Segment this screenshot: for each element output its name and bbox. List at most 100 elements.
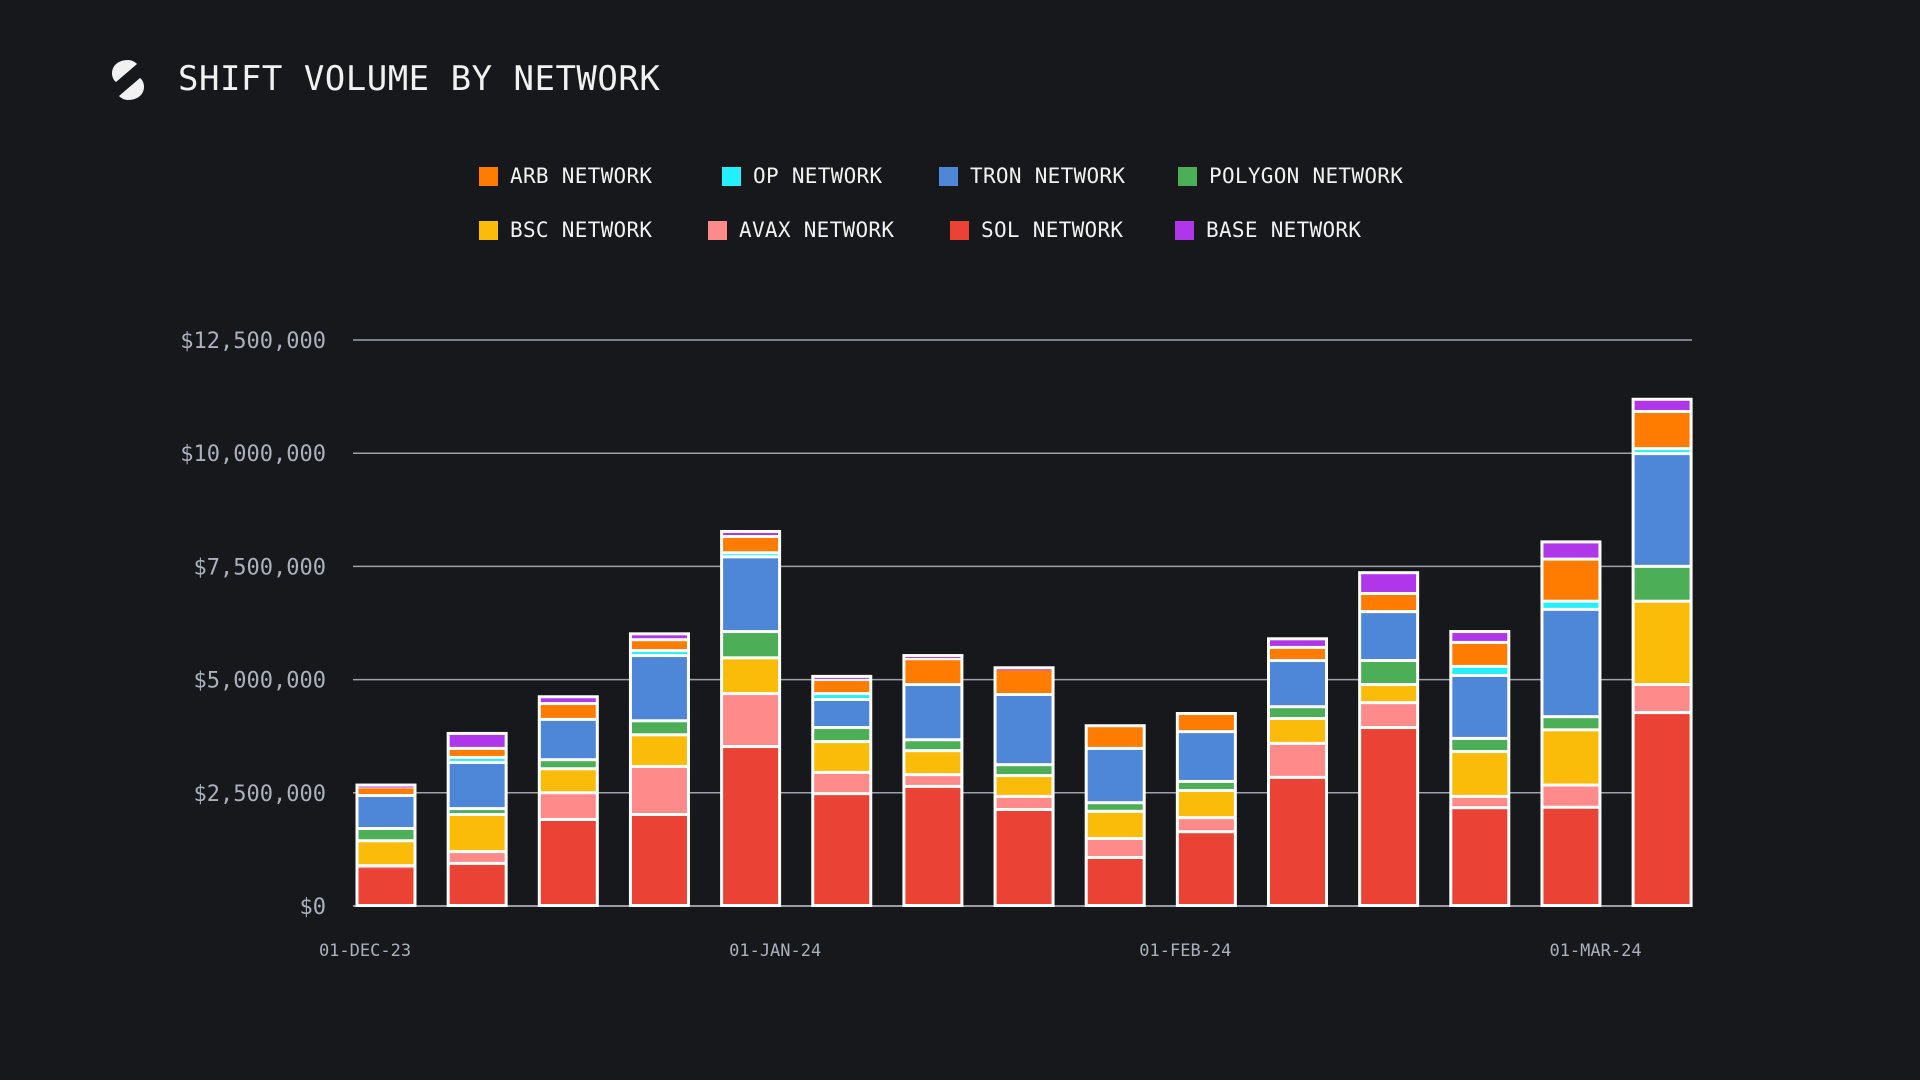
bar-segment-polygon[interactable]: [1270, 708, 1325, 717]
bar-segment-avax[interactable]: [449, 853, 505, 862]
bar-segment-arb[interactable]: [358, 788, 414, 794]
bar-stack[interactable]: [1175, 712, 1237, 907]
bar-stack[interactable]: [355, 783, 417, 907]
bar-segment-avax[interactable]: [1634, 686, 1690, 712]
bar-stack[interactable]: [1358, 571, 1420, 907]
bar-stack[interactable]: [1084, 724, 1146, 907]
bar-segment-op[interactable]: [631, 652, 687, 655]
bar-segment-base[interactable]: [1452, 633, 1508, 641]
bar-segment-avax[interactable]: [905, 776, 961, 785]
bar-segment-arb[interactable]: [1634, 412, 1690, 448]
bar-segment-avax[interactable]: [540, 794, 596, 818]
bar-segment-base[interactable]: [540, 698, 596, 703]
bar-segment-polygon[interactable]: [631, 722, 687, 734]
bar-segment-polygon[interactable]: [1452, 739, 1508, 751]
bar-segment-base[interactable]: [905, 657, 961, 659]
bar-segment-avax[interactable]: [1361, 704, 1417, 727]
bar-segment-avax[interactable]: [631, 767, 687, 813]
bar-stack[interactable]: [1540, 540, 1602, 907]
bar-segment-bsc[interactable]: [1634, 602, 1690, 684]
bar-segment-avax[interactable]: [814, 773, 870, 793]
bar-segment-polygon[interactable]: [358, 830, 414, 840]
bar-segment-sol[interactable]: [1361, 729, 1417, 904]
bar-segment-polygon[interactable]: [1178, 782, 1234, 789]
bar-segment-tron[interactable]: [996, 695, 1052, 764]
bar-segment-sol[interactable]: [905, 787, 961, 904]
bar-segment-polygon[interactable]: [814, 729, 870, 741]
legend-item-arb[interactable]: ARB NETWORK: [479, 164, 652, 188]
bar-segment-bsc[interactable]: [996, 777, 1052, 795]
bar-stack[interactable]: [446, 731, 508, 907]
bar-segment-sol[interactable]: [540, 820, 596, 904]
bar-segment-tron[interactable]: [631, 657, 687, 720]
bar-segment-bsc[interactable]: [1543, 731, 1599, 784]
bar-segment-op[interactable]: [814, 695, 870, 698]
bar-segment-bsc[interactable]: [905, 752, 961, 774]
bar-segment-polygon[interactable]: [1634, 567, 1690, 600]
bar-segment-arb[interactable]: [996, 670, 1052, 693]
bar-stack[interactable]: [1267, 637, 1328, 907]
bar-stack[interactable]: [811, 674, 873, 907]
bar-segment-base[interactable]: [996, 669, 1052, 671]
bar-segment-bsc[interactable]: [723, 659, 779, 693]
bar-segment-sol[interactable]: [996, 811, 1052, 904]
bar-segment-tron[interactable]: [449, 763, 505, 808]
bar-segment-bsc[interactable]: [1087, 812, 1143, 837]
bar-segment-sol[interactable]: [1087, 859, 1143, 904]
bar-segment-arb[interactable]: [631, 641, 687, 650]
bar-segment-tron[interactable]: [814, 700, 870, 727]
bar-segment-tron[interactable]: [1543, 610, 1599, 716]
bar-segment-polygon[interactable]: [1087, 804, 1143, 810]
bar-segment-polygon[interactable]: [723, 633, 779, 657]
bar-segment-bsc[interactable]: [1361, 686, 1417, 702]
bar-segment-polygon[interactable]: [1543, 718, 1599, 729]
bar-segment-arb[interactable]: [540, 705, 596, 718]
bar-segment-arb[interactable]: [723, 537, 779, 552]
bar-segment-tron[interactable]: [1361, 613, 1417, 660]
bar-stack[interactable]: [993, 666, 1055, 907]
bar-segment-arb[interactable]: [905, 660, 961, 684]
bar-segment-arb[interactable]: [449, 749, 505, 756]
bar-segment-sol[interactable]: [1270, 778, 1325, 904]
legend-item-op[interactable]: OP NETWORK: [722, 164, 882, 188]
legend-item-base[interactable]: BASE NETWORK: [1175, 218, 1361, 242]
bar-segment-base[interactable]: [358, 786, 414, 788]
bar-segment-sol[interactable]: [723, 748, 779, 904]
bar-segment-op[interactable]: [449, 758, 505, 761]
bar-stack[interactable]: [628, 632, 690, 907]
bar-segment-arb[interactable]: [1543, 560, 1599, 600]
bar-segment-bsc[interactable]: [814, 743, 870, 771]
bar-segment-bsc[interactable]: [358, 842, 414, 865]
bar-segment-bsc[interactable]: [1270, 719, 1325, 742]
legend-item-avax[interactable]: AVAX NETWORK: [708, 218, 894, 242]
bar-segment-sol[interactable]: [1452, 809, 1508, 904]
bar-segment-bsc[interactable]: [631, 736, 687, 765]
bar-segment-arb[interactable]: [1178, 715, 1234, 731]
bar-segment-arb[interactable]: [814, 681, 870, 693]
bar-segment-arb[interactable]: [1452, 643, 1508, 665]
bar-segment-sol[interactable]: [1543, 808, 1599, 904]
bar-segment-sol[interactable]: [449, 864, 505, 904]
bar-segment-avax[interactable]: [1543, 786, 1599, 806]
bar-stack[interactable]: [902, 654, 964, 907]
bar-segment-op[interactable]: [1452, 667, 1508, 674]
bar-segment-tron[interactable]: [723, 558, 779, 631]
bar-segment-base[interactable]: [449, 734, 505, 747]
bar-segment-op[interactable]: [1634, 450, 1690, 453]
bar-segment-avax[interactable]: [358, 867, 414, 869]
bar-stack[interactable]: [720, 529, 782, 907]
bar-segment-op[interactable]: [723, 554, 779, 556]
bar-segment-bsc[interactable]: [540, 770, 596, 792]
bar-stack[interactable]: [537, 695, 599, 907]
bar-segment-polygon[interactable]: [1361, 662, 1417, 684]
bar-stack[interactable]: [1449, 630, 1511, 907]
bar-segment-bsc[interactable]: [449, 815, 505, 851]
bar-segment-base[interactable]: [1361, 574, 1417, 593]
bar-segment-base[interactable]: [1543, 543, 1599, 558]
bar-segment-sol[interactable]: [631, 815, 687, 904]
bar-segment-arb[interactable]: [1361, 595, 1417, 611]
bar-segment-avax[interactable]: [1087, 839, 1143, 857]
bar-segment-polygon[interactable]: [996, 766, 1052, 775]
bar-segment-tron[interactable]: [1178, 733, 1234, 780]
bar-segment-avax[interactable]: [1452, 797, 1508, 807]
